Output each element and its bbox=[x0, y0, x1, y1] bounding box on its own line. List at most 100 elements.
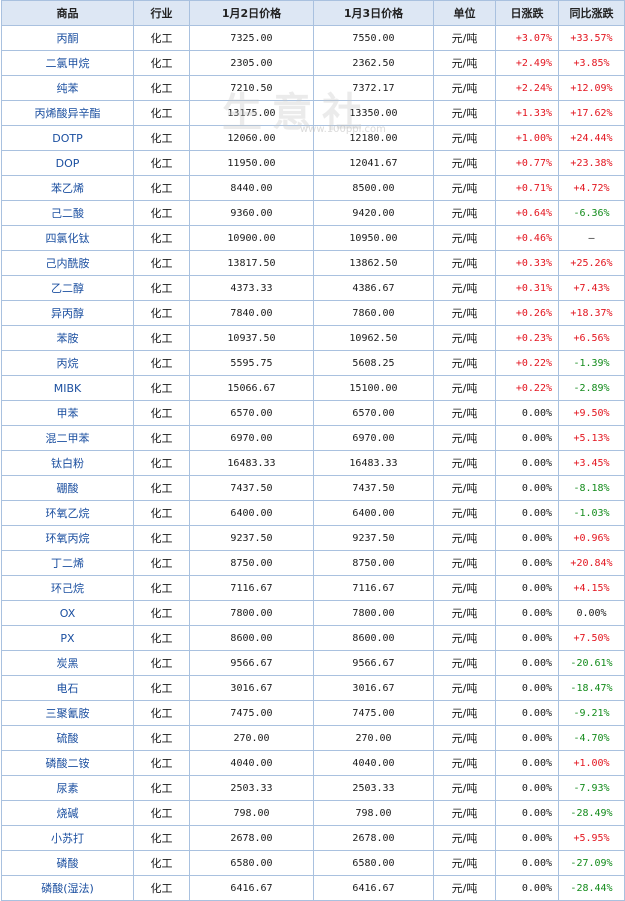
header-commodity[interactable]: 商品 bbox=[1, 0, 134, 26]
commodity-name[interactable]: 环己烷 bbox=[1, 575, 134, 601]
table-row: 三聚氰胺 化工 7475.00 7475.00 元/吨 0.00% -9.21% bbox=[1, 700, 625, 726]
industry-cell: 化工 bbox=[133, 150, 190, 176]
price-jan3-cell: 4386.67 bbox=[313, 275, 434, 301]
commodity-name[interactable]: 小苏打 bbox=[1, 825, 134, 851]
commodity-name[interactable]: 苯胺 bbox=[1, 325, 134, 351]
industry-cell: 化工 bbox=[133, 650, 190, 676]
table-row: 丙烷 化工 5595.75 5608.25 元/吨 +0.22% -1.39% bbox=[1, 350, 625, 376]
yoy-change-cell: +18.37% bbox=[558, 300, 625, 326]
price-jan2-cell: 9237.50 bbox=[189, 525, 314, 551]
daily-change-cell: 0.00% bbox=[495, 750, 559, 776]
price-jan3-cell: 7550.00 bbox=[313, 25, 434, 51]
unit-cell: 元/吨 bbox=[433, 475, 496, 501]
commodity-name[interactable]: 甲苯 bbox=[1, 400, 134, 426]
price-jan2-cell: 7210.50 bbox=[189, 75, 314, 101]
price-jan2-cell: 7116.67 bbox=[189, 575, 314, 601]
header-price-jan2[interactable]: 1月2日价格 bbox=[189, 0, 314, 26]
daily-change-cell: 0.00% bbox=[495, 500, 559, 526]
daily-change-cell: +0.22% bbox=[495, 375, 559, 401]
daily-change-cell: +0.64% bbox=[495, 200, 559, 226]
price-jan3-cell: 15100.00 bbox=[313, 375, 434, 401]
commodity-name[interactable]: 己二酸 bbox=[1, 200, 134, 226]
daily-change-cell: +0.22% bbox=[495, 350, 559, 376]
commodity-name[interactable]: 电石 bbox=[1, 675, 134, 701]
commodity-name[interactable]: DOTP bbox=[1, 125, 134, 151]
daily-change-cell: +0.46% bbox=[495, 225, 559, 251]
price-jan2-cell: 6570.00 bbox=[189, 400, 314, 426]
commodity-name[interactable]: MIBK bbox=[1, 375, 134, 401]
unit-cell: 元/吨 bbox=[433, 500, 496, 526]
price-jan2-cell: 7800.00 bbox=[189, 600, 314, 626]
industry-cell: 化工 bbox=[133, 675, 190, 701]
unit-cell: 元/吨 bbox=[433, 525, 496, 551]
yoy-change-cell: -4.70% bbox=[558, 725, 625, 751]
commodity-name[interactable]: 尿素 bbox=[1, 775, 134, 801]
price-jan3-cell: 270.00 bbox=[313, 725, 434, 751]
table-row: 磷酸二铵 化工 4040.00 4040.00 元/吨 0.00% +1.00% bbox=[1, 750, 625, 776]
price-jan3-cell: 9237.50 bbox=[313, 525, 434, 551]
header-industry[interactable]: 行业 bbox=[133, 0, 190, 26]
commodity-name[interactable]: 烧碱 bbox=[1, 800, 134, 826]
unit-cell: 元/吨 bbox=[433, 200, 496, 226]
commodity-name[interactable]: 丁二烯 bbox=[1, 550, 134, 576]
commodity-name[interactable]: 丙烯酸异辛酯 bbox=[1, 100, 134, 126]
price-jan2-cell: 6416.67 bbox=[189, 875, 314, 901]
industry-cell: 化工 bbox=[133, 375, 190, 401]
commodity-name[interactable]: DOP bbox=[1, 150, 134, 176]
commodity-name[interactable]: 钛白粉 bbox=[1, 450, 134, 476]
daily-change-cell: +2.24% bbox=[495, 75, 559, 101]
header-daily-change[interactable]: 日涨跌 bbox=[495, 0, 559, 26]
commodity-name[interactable]: 环氧乙烷 bbox=[1, 500, 134, 526]
price-jan2-cell: 7437.50 bbox=[189, 475, 314, 501]
commodity-name[interactable]: 磷酸二铵 bbox=[1, 750, 134, 776]
unit-cell: 元/吨 bbox=[433, 750, 496, 776]
price-jan2-cell: 16483.33 bbox=[189, 450, 314, 476]
commodity-name[interactable]: 二氯甲烷 bbox=[1, 50, 134, 76]
commodity-name[interactable]: 乙二醇 bbox=[1, 275, 134, 301]
commodity-name[interactable]: 丙烷 bbox=[1, 350, 134, 376]
unit-cell: 元/吨 bbox=[433, 225, 496, 251]
yoy-change-cell: +0.96% bbox=[558, 525, 625, 551]
industry-cell: 化工 bbox=[133, 500, 190, 526]
industry-cell: 化工 bbox=[133, 75, 190, 101]
commodity-name[interactable]: 炭黑 bbox=[1, 650, 134, 676]
price-jan3-cell: 7475.00 bbox=[313, 700, 434, 726]
price-jan2-cell: 798.00 bbox=[189, 800, 314, 826]
commodity-name[interactable]: 丙酮 bbox=[1, 25, 134, 51]
yoy-change-cell: +5.13% bbox=[558, 425, 625, 451]
unit-cell: 元/吨 bbox=[433, 325, 496, 351]
commodity-name[interactable]: 己内酰胺 bbox=[1, 250, 134, 276]
commodity-name[interactable]: 四氯化钛 bbox=[1, 225, 134, 251]
commodity-name[interactable]: PX bbox=[1, 625, 134, 651]
price-jan2-cell: 6970.00 bbox=[189, 425, 314, 451]
commodity-name[interactable]: 磷酸(湿法) bbox=[1, 875, 134, 901]
price-jan2-cell: 8600.00 bbox=[189, 625, 314, 651]
commodity-name[interactable]: 苯乙烯 bbox=[1, 175, 134, 201]
industry-cell: 化工 bbox=[133, 200, 190, 226]
header-yoy-change[interactable]: 同比涨跌 bbox=[558, 0, 625, 26]
commodity-name[interactable]: 硼酸 bbox=[1, 475, 134, 501]
commodity-name[interactable]: 纯苯 bbox=[1, 75, 134, 101]
industry-cell: 化工 bbox=[133, 575, 190, 601]
price-jan2-cell: 5595.75 bbox=[189, 350, 314, 376]
commodity-name[interactable]: 硫酸 bbox=[1, 725, 134, 751]
yoy-change-cell: +33.57% bbox=[558, 25, 625, 51]
commodity-name[interactable]: 混二甲苯 bbox=[1, 425, 134, 451]
commodity-name[interactable]: 异丙醇 bbox=[1, 300, 134, 326]
daily-change-cell: 0.00% bbox=[495, 400, 559, 426]
commodity-name[interactable]: 环氧丙烷 bbox=[1, 525, 134, 551]
commodity-name[interactable]: 磷酸 bbox=[1, 850, 134, 876]
commodity-name[interactable]: OX bbox=[1, 600, 134, 626]
header-price-jan3[interactable]: 1月3日价格 bbox=[313, 0, 434, 26]
unit-cell: 元/吨 bbox=[433, 300, 496, 326]
yoy-change-cell: -7.93% bbox=[558, 775, 625, 801]
table-row: 环氧丙烷 化工 9237.50 9237.50 元/吨 0.00% +0.96% bbox=[1, 525, 625, 551]
header-unit[interactable]: 单位 bbox=[433, 0, 496, 26]
price-jan3-cell: 6400.00 bbox=[313, 500, 434, 526]
commodity-name[interactable]: 三聚氰胺 bbox=[1, 700, 134, 726]
industry-cell: 化工 bbox=[133, 600, 190, 626]
daily-change-cell: +3.07% bbox=[495, 25, 559, 51]
industry-cell: 化工 bbox=[133, 125, 190, 151]
price-jan2-cell: 10937.50 bbox=[189, 325, 314, 351]
price-jan3-cell: 2362.50 bbox=[313, 50, 434, 76]
